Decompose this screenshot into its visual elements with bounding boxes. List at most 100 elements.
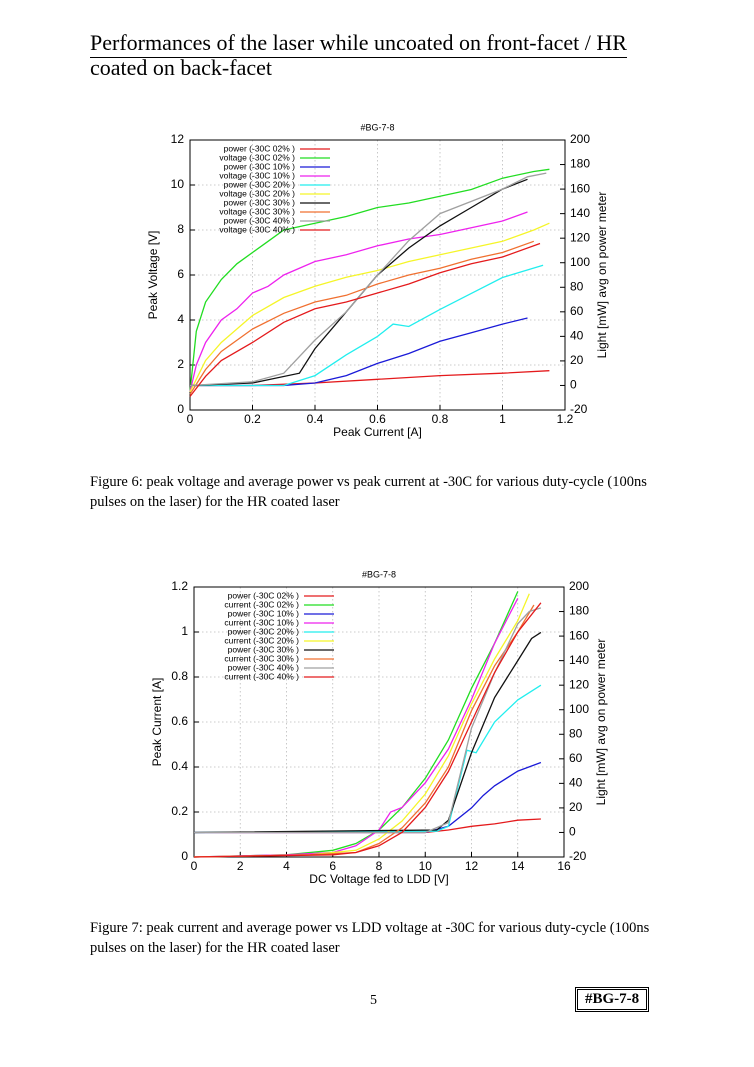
x-tick-label: 0 — [187, 412, 194, 426]
y-tick-label: 0.8 — [171, 669, 188, 683]
series-line — [193, 602, 542, 858]
y2-tick-label: 0 — [569, 825, 576, 839]
y2-tick-label: 40 — [570, 329, 584, 343]
series-line — [194, 607, 542, 834]
series-line — [193, 593, 530, 858]
series-line — [190, 317, 528, 387]
y2-tick-label: 80 — [569, 726, 583, 740]
x-tick-label: 1.2 — [557, 412, 574, 426]
y-tick-label: 2 — [177, 357, 184, 371]
legend-label: power (-30C 10% ) — [228, 608, 300, 618]
plot-frame — [189, 139, 566, 411]
legend-label: power (-30C 02% ) — [228, 590, 300, 600]
title-rule — [90, 57, 627, 58]
legend-label: current (-30C 20% ) — [224, 635, 299, 645]
plot-frame — [193, 586, 565, 858]
y2-tick-label: 60 — [570, 304, 584, 318]
legend-label: voltage (-30C 40% ) — [219, 224, 295, 234]
figure-caption: Figure 6: peak voltage and average power… — [90, 474, 647, 510]
y2-tick-label: 120 — [569, 677, 589, 691]
legend-label: power (-30C 02% ) — [224, 143, 296, 153]
series-line — [189, 168, 550, 393]
y-tick-label: 0.2 — [171, 804, 188, 818]
y-tick-label: 0 — [181, 849, 188, 863]
chart-title: #BG-7-8 — [362, 569, 396, 579]
legend-label: voltage (-30C 10% ) — [219, 170, 295, 180]
series-line — [193, 684, 542, 834]
y2-tick-label: 20 — [569, 800, 583, 814]
x-tick-label: 8 — [376, 859, 383, 873]
page-title: Performances of the laser while uncoated… — [90, 30, 627, 80]
x-tick-label: 6 — [329, 859, 336, 873]
y-tick-label: 1 — [181, 624, 188, 638]
y-tick-label: 10 — [171, 177, 185, 191]
x-tick-label: 2 — [237, 859, 244, 873]
y2-tick-label: 0 — [570, 378, 577, 392]
legend-label: power (-30C 40% ) — [224, 215, 296, 225]
y-tick-label: 1.2 — [171, 579, 188, 593]
y2-tick-label: 140 — [569, 653, 589, 667]
series-line — [189, 242, 541, 397]
y2-tick-label: 180 — [570, 157, 590, 171]
series-line — [190, 264, 544, 387]
x-tick-label: 14 — [511, 859, 525, 873]
series-line — [193, 631, 542, 834]
y2-tick-label: 200 — [569, 579, 589, 593]
legend-label: current (-30C 40% ) — [224, 671, 299, 681]
x-tick-label: 0.6 — [369, 412, 386, 426]
y-tick-label: 0.6 — [171, 714, 188, 728]
series-line — [189, 222, 550, 393]
y2-tick-label: -20 — [569, 849, 587, 863]
x-tick-label: 4 — [283, 859, 290, 873]
y2-tick-label: 20 — [570, 353, 584, 367]
y2-tick-label: 180 — [569, 604, 589, 618]
y-axis-label: Peak Voltage [V] — [146, 231, 160, 320]
y2-tick-label: 80 — [570, 279, 584, 293]
series-line — [189, 172, 547, 387]
series-line — [189, 211, 528, 393]
legend-label: current (-30C 30% ) — [224, 653, 299, 663]
series-line — [194, 761, 542, 834]
legend-label: power (-30C 40% ) — [228, 662, 300, 672]
chart: 0 2 4 6 8 10 12 14 1600.20.40.60.811.2-200204060… — [150, 569, 608, 886]
legend-label: power (-30C 20% ) — [224, 179, 296, 189]
y2-tick-label: 160 — [570, 181, 590, 195]
document-tag: #BG-7-8 — [574, 987, 650, 1012]
y-tick-label: 6 — [177, 267, 184, 281]
x-tick-label: 1 — [499, 412, 506, 426]
x-axis-label: DC Voltage fed to LDD [V] — [309, 872, 448, 886]
y-tick-label: 0 — [177, 402, 184, 416]
legend-label: power (-30C 10% ) — [224, 161, 296, 171]
x-tick-label: 12 — [465, 859, 479, 873]
legend-label: voltage (-30C 02% ) — [219, 152, 295, 162]
chart: 0 0.2 0.4 0.6 0.8 1 1.2 0 2 4 6 8 10 12 -20 0 20 40 60 80 10… — [146, 122, 609, 439]
legend-label: power (-30C 30% ) — [224, 197, 296, 207]
y-tick-label: 12 — [171, 132, 185, 146]
y2-tick-label: 100 — [569, 702, 589, 716]
y2-axis-label: Light [mW] avg on power meter — [594, 639, 608, 806]
y2-tick-label: 200 — [570, 132, 590, 146]
figure-caption: Figure 7: peak current and average power… — [90, 920, 650, 956]
x-tick-label: 16 — [557, 859, 571, 873]
y2-axis-label: Light [mW] avg on power meter — [595, 192, 609, 359]
x-tick-label: 0 — [191, 859, 198, 873]
y2-tick-label: -20 — [570, 402, 588, 416]
y2-tick-label: 40 — [569, 776, 583, 790]
legend-label: voltage (-30C 20% ) — [219, 188, 295, 198]
y2-tick-label: 160 — [569, 628, 589, 642]
x-tick-label: 0.4 — [307, 412, 324, 426]
legend-label: power (-30C 20% ) — [228, 626, 300, 636]
series-line — [189, 240, 535, 395]
y-axis-label: Peak Current [A] — [150, 678, 164, 767]
y2-tick-label: 140 — [570, 206, 590, 220]
y-tick-label: 4 — [177, 312, 184, 326]
x-axis-label: Peak Current [A] — [333, 425, 422, 439]
legend-label: voltage (-30C 30% ) — [219, 206, 295, 216]
legend-label: current (-30C 02% ) — [224, 599, 299, 609]
y2-tick-label: 120 — [570, 230, 590, 244]
legend-label: power (-30C 30% ) — [228, 644, 300, 654]
y-tick-label: 0.4 — [171, 759, 188, 773]
chart-title: #BG-7-8 — [360, 122, 394, 132]
y-tick-label: 8 — [177, 222, 184, 236]
